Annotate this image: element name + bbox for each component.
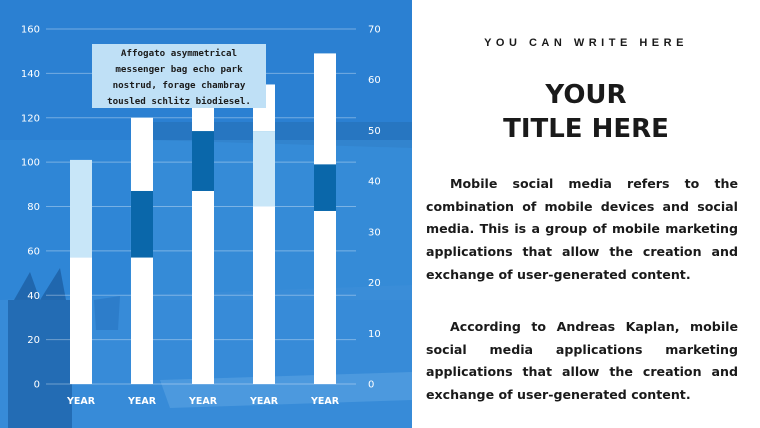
bar-segment-base bbox=[192, 190, 214, 384]
left-tick-label: 40 bbox=[27, 291, 40, 302]
left-tick-label: 80 bbox=[27, 202, 40, 213]
x-tick-label: YEAR bbox=[249, 396, 279, 407]
bar-segment-top bbox=[131, 117, 153, 191]
body-paragraph-1: Mobile social media refers to the combin… bbox=[426, 176, 738, 282]
text-panel: YOU CAN WRITE HERE YOUR TITLE HERE Mobil… bbox=[412, 0, 760, 428]
annotation-line-2: messenger bag echo park bbox=[115, 64, 243, 75]
right-tick-label: 50 bbox=[368, 126, 381, 137]
left-axis-ticks: 0 20 40 60 80 100 120 140 160 bbox=[21, 25, 40, 391]
bar-segment-highlight bbox=[314, 164, 336, 211]
left-tick-label: 140 bbox=[21, 69, 40, 80]
bar-segment-highlight bbox=[131, 190, 153, 258]
bar-segment-highlight bbox=[70, 159, 92, 258]
right-tick-label: 40 bbox=[368, 177, 381, 188]
right-tick-label: 10 bbox=[368, 329, 381, 340]
left-tick-label: 100 bbox=[21, 158, 40, 169]
title-line-2: TITLE HERE bbox=[503, 114, 669, 144]
bar-chart: 0 20 40 60 80 100 120 140 160 0 10 20 30 40 50 60 70 YE… bbox=[21, 25, 381, 408]
left-tick-label: 20 bbox=[27, 335, 40, 346]
chart-panel: 0 20 40 60 80 100 120 140 160 0 10 20 30 40 50 60 70 YE… bbox=[0, 0, 412, 428]
right-axis-ticks: 0 10 20 30 40 50 60 70 bbox=[368, 25, 381, 391]
left-tick-label: 120 bbox=[21, 113, 40, 124]
x-tick-label: YEAR bbox=[66, 396, 96, 407]
right-tick-label: 70 bbox=[368, 25, 381, 36]
bar-segment-base bbox=[253, 206, 275, 384]
x-tick-label: YEAR bbox=[310, 396, 340, 407]
bar-segment-base bbox=[314, 210, 336, 384]
chart-annotation-box: Affogato asymmetrical messenger bag echo… bbox=[92, 44, 266, 108]
left-tick-label: 160 bbox=[21, 25, 40, 36]
right-tick-label: 60 bbox=[368, 75, 381, 86]
page-title: YOUR TITLE HERE bbox=[412, 78, 760, 146]
right-tick-label: 20 bbox=[368, 278, 381, 289]
x-tick-label: YEAR bbox=[127, 396, 157, 407]
bar-segment-highlight bbox=[253, 131, 275, 207]
bar-segment-base bbox=[70, 257, 92, 384]
left-tick-label: 0 bbox=[34, 380, 40, 391]
title-line-1: YOUR bbox=[545, 80, 627, 110]
chart-bars bbox=[70, 53, 336, 384]
bar-segment-highlight bbox=[192, 131, 214, 191]
left-tick-label: 60 bbox=[27, 246, 40, 257]
annotation-line-4: tousled schlitz biodiesel. bbox=[107, 96, 251, 107]
annotation-line-3: nostrud, forage chambray bbox=[112, 80, 246, 91]
kicker-text: YOU CAN WRITE HERE bbox=[484, 37, 688, 49]
annotation-line-1: Affogato asymmetrical bbox=[120, 48, 238, 59]
bar-segment-top bbox=[314, 53, 336, 165]
x-tick-label: YEAR bbox=[188, 396, 218, 407]
right-tick-label: 30 bbox=[368, 227, 381, 238]
right-tick-label: 0 bbox=[368, 380, 374, 391]
body-paragraph-2: According to Andreas Kaplan, mobile soci… bbox=[426, 319, 738, 403]
bar-segment-base bbox=[131, 257, 153, 384]
x-axis-labels: YEAR YEAR YEAR YEAR YEAR bbox=[66, 396, 340, 407]
